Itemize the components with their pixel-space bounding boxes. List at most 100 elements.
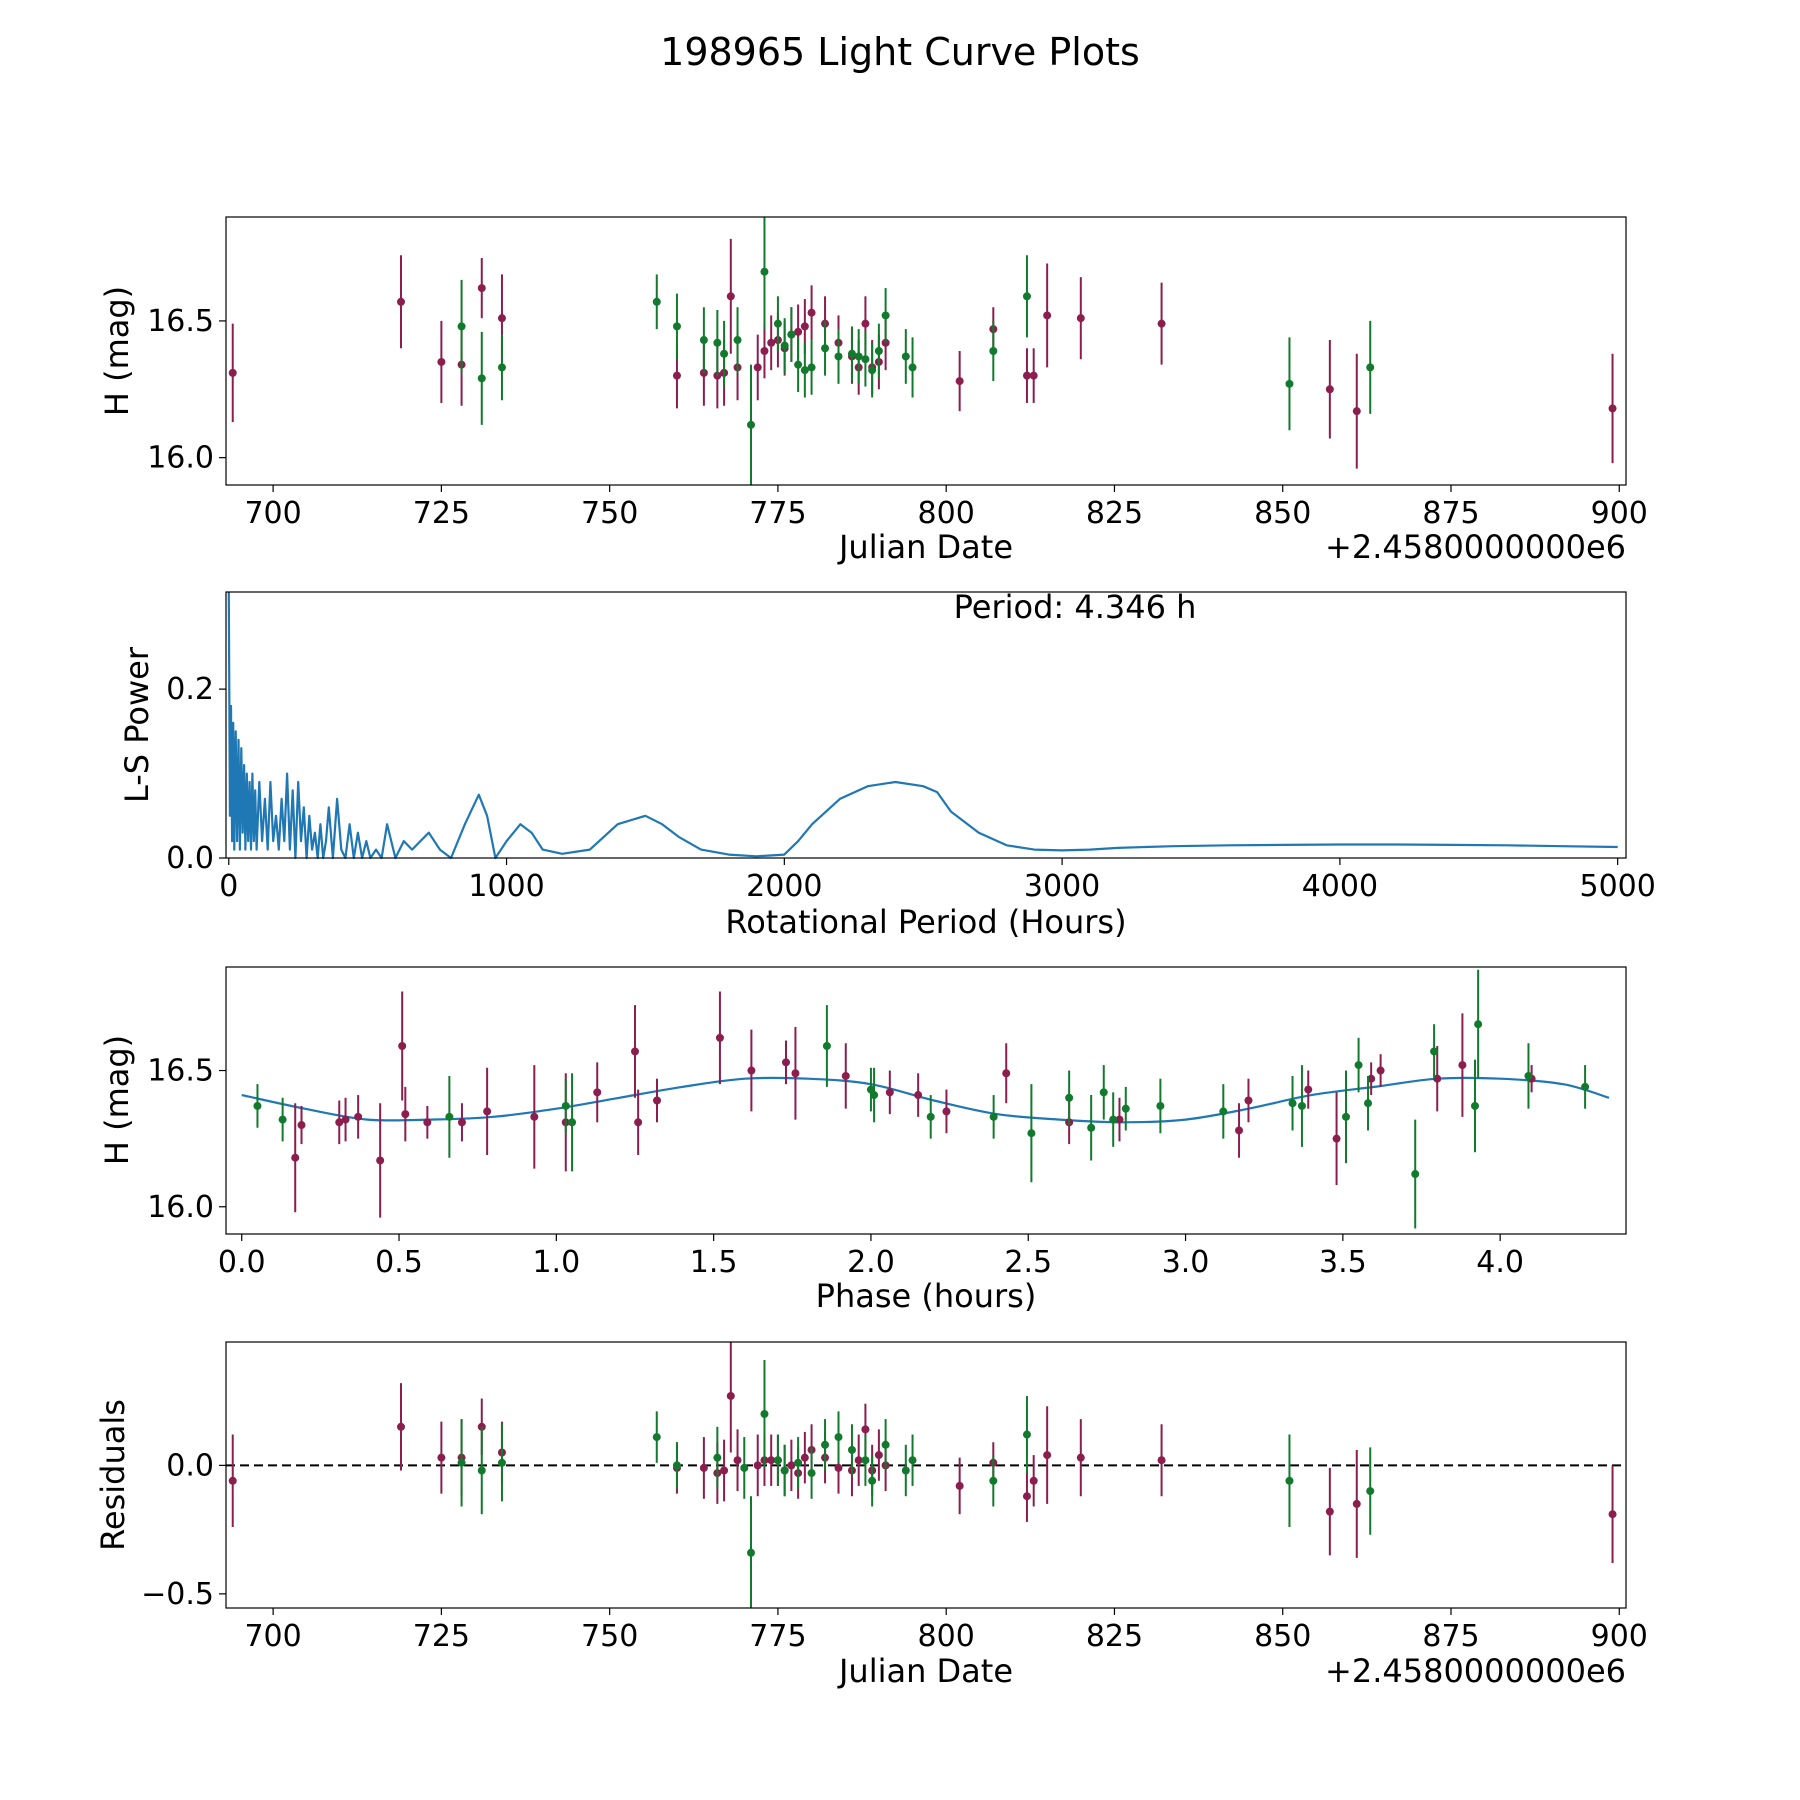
residuals-series-magenta xyxy=(228,1342,1617,1564)
lightcurve-point xyxy=(861,319,870,328)
phased-point xyxy=(1524,1071,1533,1080)
phased-point xyxy=(1087,1123,1096,1132)
residuals-point xyxy=(760,1409,769,1418)
lightcurve-xtick-label: 725 xyxy=(413,496,470,531)
residuals-xtick-label: 900 xyxy=(1591,1619,1648,1654)
lightcurve-marks xyxy=(228,217,1617,485)
phased-point xyxy=(715,1033,724,1042)
periodogram-ytick-label: 0.2 xyxy=(166,672,214,707)
residuals-point xyxy=(1029,1476,1038,1485)
residuals-point xyxy=(800,1453,809,1462)
residuals-ytick-label: −0.5 xyxy=(141,1577,214,1612)
residuals-point xyxy=(713,1453,722,1462)
lightcurve-xtick-label: 800 xyxy=(918,496,975,531)
residuals-point xyxy=(1076,1453,1085,1462)
phased-point xyxy=(782,1058,790,1067)
lightcurve-point xyxy=(1043,311,1052,320)
lightcurve-point xyxy=(1325,385,1334,394)
residuals-xtick-label: 825 xyxy=(1086,1619,1143,1654)
residuals-point xyxy=(861,1425,870,1434)
lightcurve-panel: 700 725 750 775 800 825 850 875 900 16.0 16.5 Juli… xyxy=(98,216,1648,566)
residuals-point xyxy=(726,1391,735,1400)
residuals-point xyxy=(773,1456,782,1465)
phased-point xyxy=(1288,1099,1297,1108)
lightcurve-point xyxy=(767,338,776,347)
phased-ticks: 0.0 0.5 1.0 1.5 2.0 2.5 3.0 3.5 4.0 16.0 16.5 xyxy=(147,1054,1524,1280)
residuals-point xyxy=(497,1458,506,1467)
residuals-xtick-label: 800 xyxy=(918,1619,975,1654)
phased-point xyxy=(1332,1134,1341,1143)
lightcurve-xtick-label: 875 xyxy=(1422,496,1479,531)
residuals-point xyxy=(794,1458,803,1467)
periodogram-xtick-label: 5000 xyxy=(1579,869,1655,904)
phased-point xyxy=(841,1071,850,1080)
lightcurve-point xyxy=(780,341,789,350)
phased-point xyxy=(1027,1129,1036,1138)
phased-point xyxy=(630,1047,639,1056)
lightcurve-point xyxy=(874,347,883,355)
residuals-ticks: 700 725 750 775 800 825 850 875 900 −0.5 0.0 xyxy=(141,1448,1648,1654)
lightcurve-ylabel: H (mag) xyxy=(98,286,136,416)
phased-xtick-label: 1.5 xyxy=(690,1245,738,1280)
phased-point xyxy=(297,1121,306,1130)
phased-point xyxy=(376,1156,385,1165)
residuals-point xyxy=(874,1451,883,1460)
lightcurve-point xyxy=(834,352,843,361)
residuals-point xyxy=(477,1466,486,1475)
residuals-ytick-label: 0.0 xyxy=(166,1448,214,1483)
residuals-point xyxy=(1022,1492,1031,1501)
residuals-ylabel: Residuals xyxy=(94,1399,132,1551)
residuals-point xyxy=(753,1461,762,1470)
lightcurve-point xyxy=(497,314,506,323)
phased-point xyxy=(423,1118,432,1127)
phased-point xyxy=(1342,1112,1350,1121)
residuals-point xyxy=(1366,1487,1375,1496)
residuals-point xyxy=(652,1433,661,1442)
lightcurve-point xyxy=(733,336,742,345)
lightcurve-point xyxy=(807,363,816,372)
phased-point xyxy=(1235,1126,1244,1135)
periodogram-xtick-label: 2000 xyxy=(746,869,822,904)
lightcurve-point xyxy=(457,322,466,331)
residuals-point xyxy=(457,1458,466,1467)
lightcurve-offset-text: +2.4580000000e6 xyxy=(1325,528,1626,566)
lightcurve-point xyxy=(753,363,762,372)
lightcurve-point xyxy=(1608,404,1617,413)
phased-point xyxy=(1156,1101,1165,1110)
phased-point xyxy=(530,1112,539,1121)
periodogram-xtick-label: 3000 xyxy=(1024,869,1100,904)
phased-point xyxy=(1304,1085,1313,1094)
residuals-point xyxy=(397,1422,405,1431)
phased-point xyxy=(653,1096,662,1105)
lightcurve-xtick-label: 850 xyxy=(1254,496,1311,531)
phased-point xyxy=(1470,1101,1479,1110)
phased-point xyxy=(278,1115,287,1124)
phased-point xyxy=(885,1088,894,1097)
residuals-point xyxy=(1043,1451,1052,1460)
phased-xtick-label: 0.0 xyxy=(218,1245,266,1280)
phased-point xyxy=(989,1112,998,1121)
lightcurve-point xyxy=(437,357,446,366)
lightcurve-xlabel: Julian Date xyxy=(837,528,1013,566)
phased-point xyxy=(1002,1069,1011,1078)
phased-point xyxy=(561,1101,570,1110)
phased-point xyxy=(335,1118,344,1127)
periodogram-xtick-label: 4000 xyxy=(1302,869,1378,904)
residuals-marks xyxy=(226,1342,1626,1608)
residuals-point xyxy=(861,1456,870,1465)
residuals-xtick-label: 775 xyxy=(749,1619,806,1654)
residuals-point xyxy=(733,1456,742,1465)
lightcurve-axes-frame xyxy=(225,216,1627,486)
phased-xtick-label: 2.5 xyxy=(1004,1245,1052,1280)
periodogram-axes-frame xyxy=(225,591,1627,859)
phased-ylabel: H (mag) xyxy=(98,1035,136,1165)
residuals-point xyxy=(854,1456,863,1465)
phased-point xyxy=(942,1107,951,1116)
phased-point xyxy=(253,1101,262,1110)
phased-xtick-label: 3.0 xyxy=(1162,1245,1210,1280)
phased-point xyxy=(634,1118,643,1127)
period-annotation: Period: 4.346 h xyxy=(954,588,1197,626)
residuals-xtick-label: 750 xyxy=(581,1619,638,1654)
lightcurve-point xyxy=(713,338,722,347)
residuals-point xyxy=(881,1440,890,1449)
